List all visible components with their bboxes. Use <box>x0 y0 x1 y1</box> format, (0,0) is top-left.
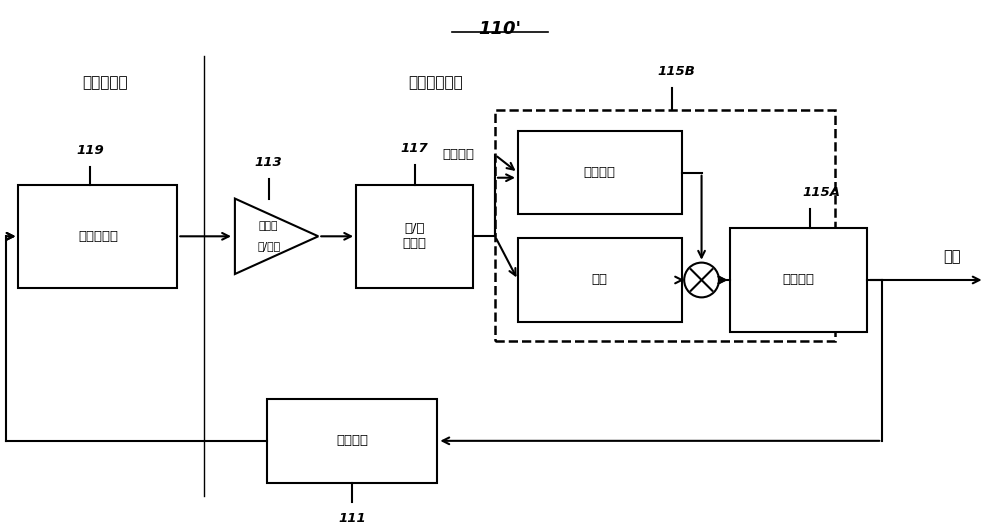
Text: 驱动振幅: 驱动振幅 <box>442 148 474 162</box>
Text: 110': 110' <box>479 20 522 38</box>
Text: 驱动电: 驱动电 <box>259 221 278 231</box>
Text: 振幅控制: 振幅控制 <box>584 166 616 180</box>
Text: 113: 113 <box>255 156 283 169</box>
Polygon shape <box>235 199 318 274</box>
FancyBboxPatch shape <box>18 185 177 288</box>
FancyBboxPatch shape <box>267 399 437 483</box>
Text: 117: 117 <box>401 142 428 155</box>
FancyBboxPatch shape <box>730 229 867 332</box>
Text: 111: 111 <box>338 512 366 525</box>
FancyBboxPatch shape <box>356 185 473 288</box>
Text: 模/数
转换器: 模/数 转换器 <box>403 222 427 250</box>
Text: 微机电系统: 微机电系统 <box>82 75 128 90</box>
FancyBboxPatch shape <box>518 131 682 214</box>
Text: 115A: 115A <box>803 185 841 199</box>
Text: 驱动相位: 驱动相位 <box>783 274 815 287</box>
Text: 驱动共振器: 驱动共振器 <box>78 230 118 243</box>
Text: 增益: 增益 <box>592 274 608 287</box>
Text: 容/电压: 容/电压 <box>257 241 280 251</box>
Text: 119: 119 <box>76 144 104 157</box>
Text: 输出: 输出 <box>943 249 961 264</box>
Text: 驱动致动: 驱动致动 <box>336 435 368 447</box>
Text: 115B: 115B <box>658 65 696 79</box>
FancyBboxPatch shape <box>518 238 682 322</box>
Text: 专用集成电路: 专用集成电路 <box>408 75 463 90</box>
